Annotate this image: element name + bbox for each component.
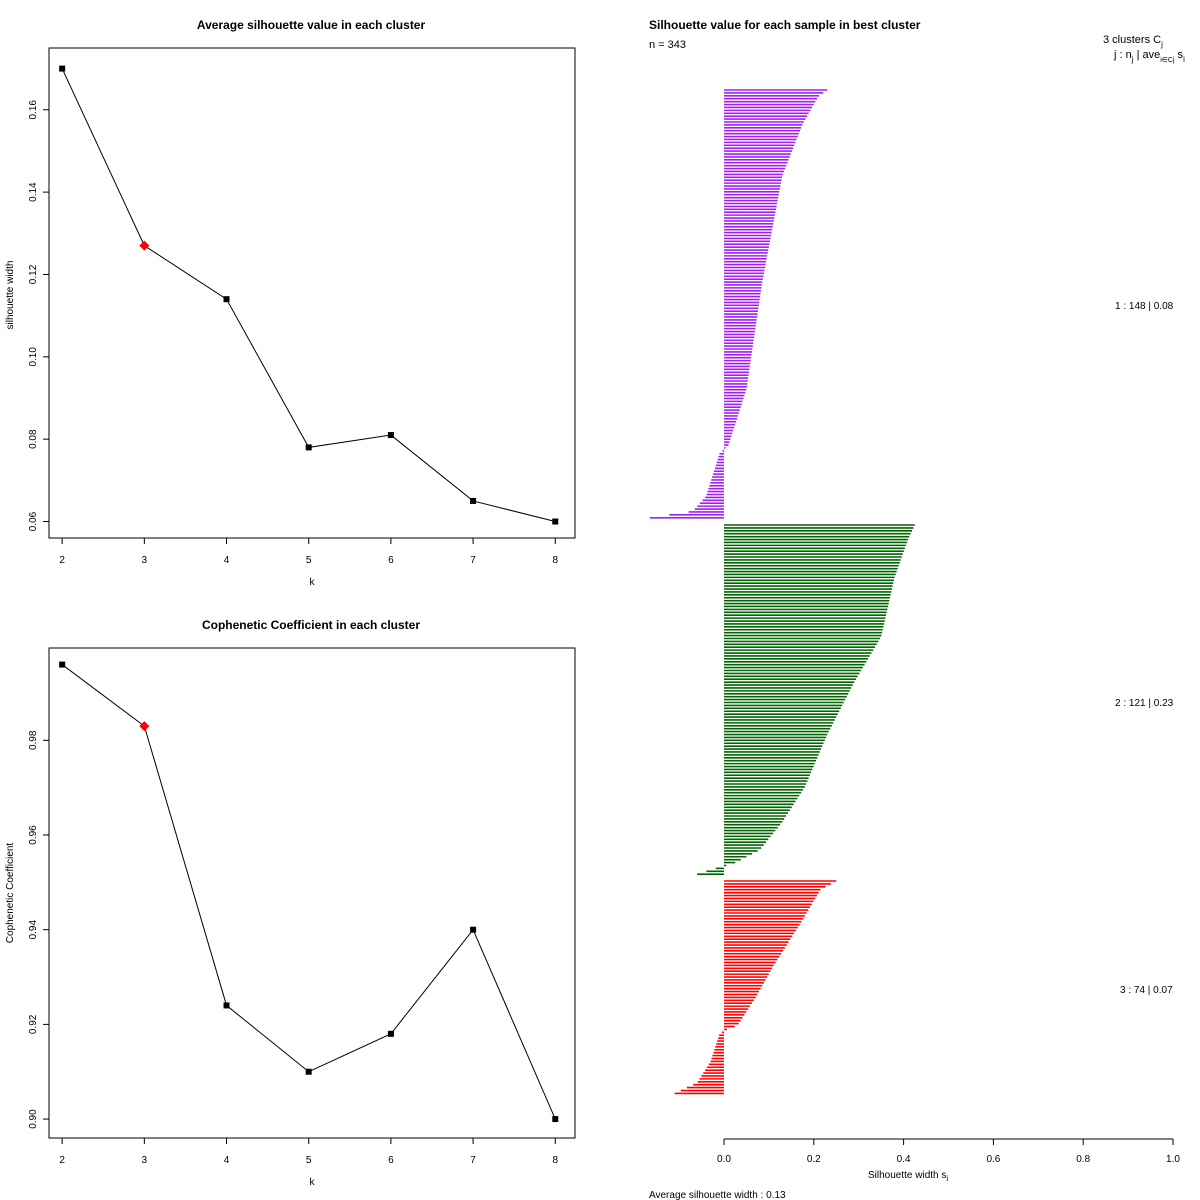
y-axis: 0.90 0.92 0.94 0.96 0.98: [28, 730, 49, 1129]
x-tick-label: 7: [470, 555, 476, 566]
x-tick-label: 4: [224, 555, 230, 566]
series-points: [59, 661, 559, 1123]
x-tick-label: 0.2: [807, 1154, 821, 1165]
x-tick-label: 2: [59, 555, 65, 566]
y-tick-label: 0.92: [28, 1014, 39, 1034]
y-tick-label: 0.90: [28, 1109, 39, 1129]
data-line: [61, 68, 556, 523]
x-tick-label: 0.8: [1076, 1154, 1090, 1165]
cluster-label: 3 : 74 | 0.07: [1120, 985, 1173, 996]
x-tick-label: 5: [306, 1155, 312, 1166]
x-tick-label: 5: [306, 555, 312, 566]
silhouette-line-chart: Average silhouette value in each cluster…: [5, 18, 576, 588]
data-point: [223, 296, 230, 303]
series-line: [61, 664, 556, 1120]
cluster-label: 2 : 121 | 0.23: [1115, 698, 1174, 709]
series-line: [61, 68, 556, 523]
sample-count: n = 343: [649, 39, 686, 51]
highlight-point: [139, 721, 150, 732]
highlight-point: [139, 240, 150, 251]
y-tick-label: 0.94: [28, 920, 39, 940]
data-point: [305, 444, 312, 451]
x-tick-label: 6: [388, 1155, 394, 1166]
x-tick-label: 8: [552, 1155, 558, 1166]
chart-title: Silhouette value for each sample in best…: [649, 18, 921, 32]
data-point: [59, 661, 66, 668]
cluster-label: 1 : 148 | 0.08: [1115, 301, 1174, 312]
x-tick-label: 6: [388, 555, 394, 566]
series-points: [59, 65, 559, 525]
y-tick-label: 0.08: [28, 429, 39, 449]
legend-header-columns: j : nj | avei∈Cj si: [1113, 49, 1185, 64]
silhouette-bars: [649, 89, 915, 1095]
x-tick-label: 3: [142, 1155, 148, 1166]
x-tick-label: 1.0: [1166, 1154, 1180, 1165]
legend-header-clusters: 3 clusters Cj: [1103, 34, 1163, 49]
y-axis: 0.06 0.08 0.10 0.12 0.14 0.16: [28, 100, 49, 531]
y-tick-label: 0.98: [28, 730, 39, 750]
x-tick-label: 2: [59, 1155, 65, 1166]
y-axis-label: silhouette width: [5, 261, 16, 330]
x-axis: 2 3 4 5 6 7 8: [59, 1138, 558, 1166]
data-point: [387, 432, 394, 439]
x-axis-label: k: [310, 1177, 316, 1188]
x-axis: 2 3 4 5 6 7 8: [59, 538, 558, 566]
plot-frame: [48, 47, 576, 539]
y-tick-label: 0.10: [28, 347, 39, 367]
y-tick-label: 0.16: [28, 100, 39, 120]
data-point: [387, 1030, 394, 1037]
y-tick-label: 0.06: [28, 511, 39, 531]
data-point: [305, 1068, 312, 1075]
data-point: [223, 1002, 230, 1009]
x-axis-label: Silhouette width si: [868, 1170, 948, 1183]
cophenetic-line-chart: Cophenetic Coefficient in each cluster 2…: [5, 618, 576, 1188]
x-tick-label: 4: [224, 1155, 230, 1166]
x-axis: 0.0 0.2 0.4 0.6 0.8 1.0: [717, 1139, 1180, 1165]
silhouette-bar-plot: Silhouette value for each sample in best…: [649, 18, 1185, 1200]
data-point: [552, 1116, 559, 1123]
x-tick-label: 0.0: [717, 1154, 731, 1165]
y-tick-label: 0.14: [28, 182, 39, 202]
y-tick-label: 0.96: [28, 825, 39, 845]
data-point: [552, 518, 559, 525]
plot-frame: [48, 647, 576, 1139]
y-axis-label: Cophenetic Coefficient: [5, 843, 16, 944]
data-point: [470, 497, 477, 504]
x-tick-label: 0.4: [897, 1154, 911, 1165]
x-axis-label: k: [310, 577, 316, 588]
x-tick-label: 8: [552, 555, 558, 566]
chart-title: Average silhouette value in each cluster: [197, 18, 426, 32]
x-tick-label: 0.6: [986, 1154, 1000, 1165]
x-tick-label: 3: [142, 555, 148, 566]
data-point: [470, 926, 477, 933]
average-silhouette-width: Average silhouette width : 0.13: [649, 1190, 786, 1200]
y-tick-label: 0.12: [28, 264, 39, 284]
data-point: [59, 65, 66, 72]
chart-title: Cophenetic Coefficient in each cluster: [202, 618, 420, 632]
x-tick-label: 7: [470, 1155, 476, 1166]
data-line: [61, 664, 556, 1120]
